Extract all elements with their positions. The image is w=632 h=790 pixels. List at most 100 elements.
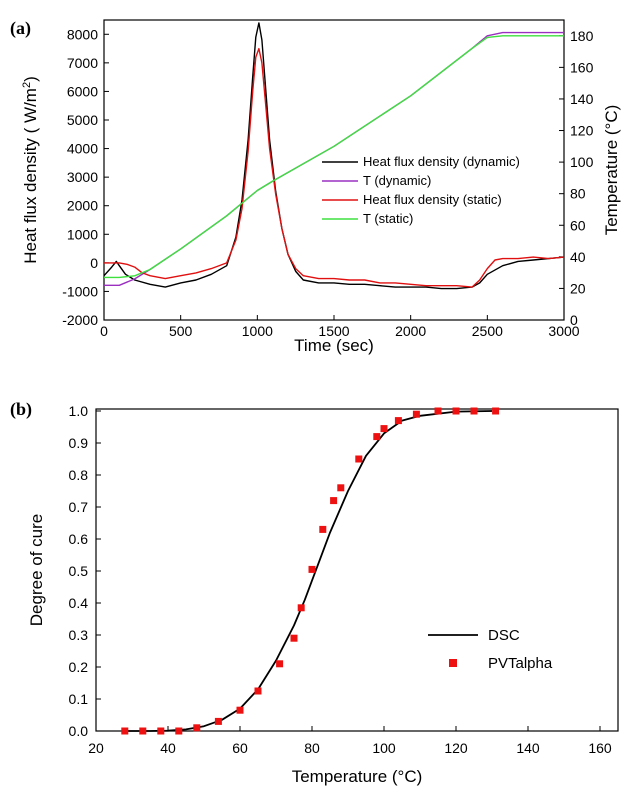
panel-b-y-axis: 0.0 0.1 0.2 0.3 0.4 0.5 0.6 0.7 0.8 0.9 1.0 (69, 403, 101, 739)
panel-a-left-y-tick-label: 7000 (67, 55, 98, 71)
panel-b-chart: (b) 20 40 60 80 100 120 140 160 0.0 0.1 0.2 0.3 0.4… (10, 399, 619, 786)
panel-b-y-tick-label: 0.1 (69, 691, 89, 707)
panel-b-x-tick-label: 20 (88, 740, 104, 756)
panel-b-point-pvtalpha (394, 417, 402, 425)
panel-b-y-tick-label: 0.6 (69, 531, 89, 547)
panel-a-left-y-tick-label: 5000 (67, 112, 98, 128)
panel-a-right-y-tick-label: 0 (570, 312, 578, 328)
panel-b-point-pvtalpha (193, 724, 201, 732)
panel-a-right-y-tick-label: 180 (570, 28, 594, 44)
panel-b-point-pvtalpha (121, 727, 129, 735)
panel-b-y-tick-label: 0.9 (69, 435, 89, 451)
panel-b-point-pvtalpha (157, 727, 165, 735)
panel-a-series-heat-flux-density-static (104, 47, 565, 288)
panel-a-series-group (103, 22, 565, 290)
panel-b-point-pvtalpha (214, 717, 222, 725)
panel-a-left-y-tick-label: 6000 (67, 83, 98, 99)
panel-b-point-pvtalpha (412, 410, 420, 418)
panel-b-legend-swatch (449, 659, 457, 667)
panel-a-x-tick-label: 500 (169, 323, 193, 339)
panel-b-point-pvtalpha (492, 407, 500, 415)
panel-a-right-y-tick-label: 140 (570, 91, 594, 107)
panel-b-y-tick-label: 0.8 (69, 467, 89, 483)
panel-a-left-y-tick-label: 2000 (67, 198, 98, 214)
panel-a-right-y-tick-label: 20 (570, 280, 586, 296)
panel-a-right-y-axis-label: Temperature (°C) (602, 105, 621, 236)
panel-a-legend-label: T (dynamic) (363, 173, 431, 188)
panel-a-x-tick-label: 0 (100, 323, 108, 339)
panel-b-legend-label: PVTalpha (488, 655, 553, 672)
panel-b-x-tick-label: 60 (232, 740, 248, 756)
panel-a-x-tick-label: 2500 (472, 323, 503, 339)
panel-b-y-tick-label: 0.0 (69, 723, 89, 739)
panel-a-x-axis-label: Time (sec) (294, 336, 374, 355)
panel-a-x-tick-label: 2000 (395, 323, 426, 339)
panel-b-series-dsc (124, 410, 493, 732)
panel-a-x-tick-label: 3000 (548, 323, 579, 339)
panel-b-point-pvtalpha (337, 484, 345, 492)
panel-a-left-y-tick-label: 4000 (67, 141, 98, 157)
panel-a-label: (a) (10, 18, 31, 39)
panel-a-right-y-tick-label: 80 (570, 186, 586, 202)
panel-a-left-y-tick-label: -2000 (62, 312, 98, 328)
panel-a-right-y-axis: 0 20 40 60 80 100 120 140 160 180 (559, 28, 594, 328)
panel-b-point-pvtalpha (236, 706, 244, 714)
panel-b-y-tick-label: 0.4 (69, 595, 89, 611)
panel-a-left-y-tick-label: 0 (90, 255, 98, 271)
panel-b-x-tick-label: 80 (304, 740, 320, 756)
panel-a-chart: (a) 0 500 1000 1500 2000 2500 3000 -2000-10000… (10, 18, 621, 355)
panel-b-point-pvtalpha (139, 727, 147, 735)
panel-a-left-y-tick-label: -1000 (62, 283, 98, 299)
panel-a-legend-label: T (static) (363, 211, 413, 226)
panel-a-left-y-axis-label: Heat flux density ( W/m2) (21, 76, 40, 264)
panel-b-x-tick-label: 120 (444, 740, 468, 756)
panel-b-point-pvtalpha (470, 407, 478, 415)
panel-a-right-y-tick-label: 60 (570, 217, 586, 233)
panel-b-point-pvtalpha (308, 565, 316, 573)
panel-a-left-y-tick-label: 1000 (67, 226, 98, 242)
panel-b-point-pvtalpha (434, 407, 442, 415)
panel-a-left-y-axis: -2000 -1000 0 1000 2000 3000 4000 5000 6000 7000 8… (62, 26, 109, 328)
panel-a-right-y-tick-label: 40 (570, 249, 586, 265)
panel-a-right-y-tick-label: 120 (570, 123, 594, 139)
panel-a-legend-label: Heat flux density (static) (363, 192, 502, 207)
panel-b-y-tick-label: 1.0 (69, 403, 89, 419)
panel-a-left-y-tick-label: 8000 (67, 26, 98, 42)
panel-a-legend-label: Heat flux density (dynamic) (363, 154, 520, 169)
panel-b-point-pvtalpha (319, 525, 327, 533)
panel-a-plot-frame (103, 19, 565, 321)
panel-b-x-axis: 20 40 60 80 100 120 140 160 (88, 726, 612, 756)
panel-b-y-tick-label: 0.7 (69, 499, 89, 515)
panel-b-point-pvtalpha (373, 433, 381, 441)
panel-b-point-pvtalpha (452, 407, 460, 415)
panel-b-point-pvtalpha (254, 687, 262, 695)
panel-a-left-y-tick-label: 3000 (67, 169, 98, 185)
panel-b-label: (b) (10, 399, 32, 420)
panel-b-point-pvtalpha (297, 604, 305, 612)
panel-a-right-y-tick-label: 160 (570, 59, 594, 75)
panel-a-left-y-label-end: ) (21, 76, 40, 82)
panel-b-x-tick-label: 140 (516, 740, 540, 756)
panel-b-y-tick-label: 0.5 (69, 563, 89, 579)
panel-b-x-tick-label: 160 (588, 740, 612, 756)
panel-b-point-pvtalpha (355, 455, 363, 463)
panel-b-series-group (121, 407, 500, 735)
panel-a-legend: Heat flux density (dynamic) T (dynamic) He… (322, 154, 520, 226)
panel-b-plot-frame (95, 408, 619, 732)
panel-b-point-pvtalpha (330, 497, 338, 505)
panel-b-point-pvtalpha (290, 634, 298, 642)
panel-a-series-t-static (104, 35, 564, 279)
panel-a-x-axis: 0 500 1000 1500 2000 2500 3000 (100, 315, 580, 339)
panel-b-x-axis-label: Temperature (°C) (292, 767, 423, 786)
panel-a-x-tick-label: 1500 (318, 323, 349, 339)
panel-b-x-tick-label: 40 (160, 740, 176, 756)
panel-a-x-tick-label: 1000 (242, 323, 273, 339)
panel-a-left-y-label-main: Heat flux density ( W/m (21, 88, 40, 264)
panel-b-legend-label: DSC (488, 627, 520, 644)
panel-b-x-tick-label: 100 (372, 740, 396, 756)
panel-b-point-pvtalpha (175, 727, 183, 735)
panel-a-left-y-label-sup: 2 (21, 82, 33, 88)
panel-b-y-tick-label: 0.3 (69, 627, 89, 643)
panel-b-y-tick-label: 0.2 (69, 659, 89, 675)
panel-b-y-axis-label: Degree of cure (27, 514, 46, 626)
